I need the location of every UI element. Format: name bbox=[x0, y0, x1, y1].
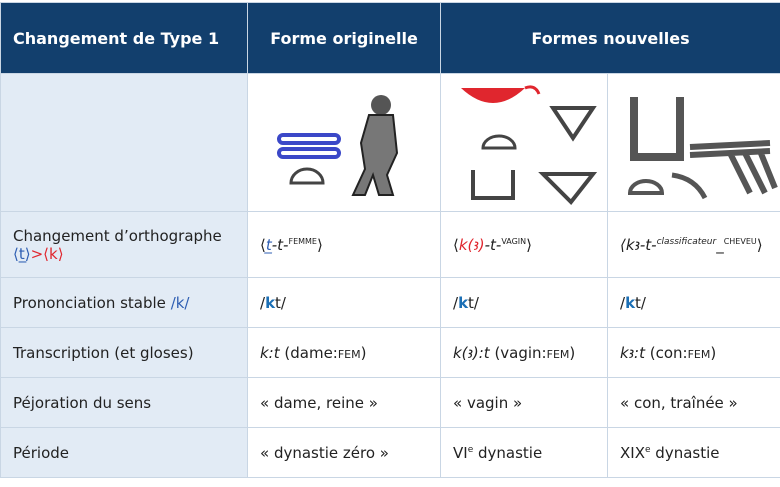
image-row bbox=[0, 73, 780, 212]
text: kꜣ:t bbox=[620, 343, 645, 362]
glyph-cell bbox=[247, 73, 441, 212]
text: dynastie bbox=[473, 443, 543, 462]
text: classificateur bbox=[656, 236, 717, 247]
text: ⟨ bbox=[260, 235, 266, 254]
text: ) bbox=[360, 343, 367, 362]
text: (dame: bbox=[279, 343, 338, 362]
cell: kꜣ:t (con:fem) bbox=[607, 327, 780, 378]
row-label: Changement d’orthographe ⟨t̲⟩>⟨k⟩ bbox=[0, 211, 248, 278]
text: k bbox=[625, 293, 636, 312]
hieroglyph bbox=[627, 96, 778, 199]
cell: k:t (dame:fem) bbox=[247, 327, 441, 378]
cell: /kt/ bbox=[247, 277, 441, 328]
cell: ⟨t̲-t-femme⟩ bbox=[247, 211, 441, 278]
cell: « dynastie zéro » bbox=[247, 427, 441, 478]
row: Changement d’orthographe ⟨t̲⟩>⟨k⟩ ⟨t̲-t-f… bbox=[0, 211, 780, 278]
text: -t- bbox=[484, 235, 502, 254]
text: VI bbox=[453, 443, 468, 462]
text: e bbox=[467, 444, 474, 455]
text: k:t bbox=[260, 343, 280, 362]
text: _ bbox=[716, 235, 724, 254]
text: dynastie bbox=[650, 443, 720, 462]
text: XIX bbox=[620, 443, 645, 462]
text: e bbox=[644, 444, 651, 455]
row: Transcription (et gloses) k:t (dame:fem)… bbox=[0, 327, 780, 378]
text: ) bbox=[569, 343, 576, 362]
cell: « con, traînée » bbox=[607, 377, 780, 428]
text: t/ bbox=[468, 293, 479, 312]
label-text: ⟨t̲⟩ bbox=[13, 244, 31, 263]
empty-cell bbox=[0, 73, 248, 212]
text: ⟩ bbox=[526, 235, 533, 254]
text: / bbox=[453, 293, 459, 312]
label-text: Prononciation stable bbox=[13, 293, 166, 312]
glyph-cell bbox=[440, 73, 608, 212]
text: k bbox=[265, 293, 276, 312]
row: Période « dynastie zéro » VIe dynastie X… bbox=[0, 427, 780, 478]
cell: ⟨k(ꜣ)-t-vagin⟩ bbox=[440, 211, 608, 278]
label-text: /k/ bbox=[170, 293, 190, 312]
header-cell: Formes nouvelles bbox=[440, 2, 780, 74]
text: ) bbox=[710, 343, 717, 362]
header-row: Changement de Type 1 Forme originelle Fo… bbox=[0, 2, 780, 74]
cell: XIXe dynastie bbox=[607, 427, 780, 478]
row: Péjoration du sens « dame, reine » « vag… bbox=[0, 377, 780, 428]
cell: k(ꜣ):t (vagin:fem) bbox=[440, 327, 608, 378]
table: Changement de Type 1 Forme originelle Fo… bbox=[0, 2, 780, 478]
text: ⟨ bbox=[453, 235, 459, 254]
header-cell: Forme originelle bbox=[247, 2, 441, 74]
text: / bbox=[620, 293, 626, 312]
row: Prononciation stable /k/ /kt/ /kt/ /kt/ bbox=[0, 277, 780, 328]
text: -t- bbox=[271, 235, 289, 254]
cell: VIe dynastie bbox=[440, 427, 608, 478]
cell: « vagin » bbox=[440, 377, 608, 428]
text: vagin bbox=[501, 236, 527, 246]
text: t̲ bbox=[265, 235, 272, 254]
text: k(ꜣ) bbox=[458, 235, 485, 254]
text: femme bbox=[288, 236, 317, 246]
text: fem bbox=[687, 343, 711, 362]
row-label: Prononciation stable /k/ bbox=[0, 277, 248, 328]
text: t/ bbox=[275, 293, 286, 312]
text: fem bbox=[546, 343, 570, 362]
label-text: >⟨k⟩ bbox=[30, 244, 64, 263]
text: (vagin: bbox=[489, 343, 547, 362]
label-text: Changement d’orthographe bbox=[13, 226, 222, 245]
glyph-cell bbox=[607, 73, 780, 212]
text: / bbox=[260, 293, 266, 312]
hieroglyph bbox=[461, 84, 598, 205]
text: k bbox=[458, 293, 469, 312]
text: fem bbox=[337, 343, 361, 362]
row-label: Péjoration du sens bbox=[0, 377, 248, 428]
row-label: Transcription (et gloses) bbox=[0, 327, 248, 378]
text: ⟨kꜣ-t- bbox=[620, 235, 657, 254]
header-cell: Changement de Type 1 bbox=[0, 2, 248, 74]
cell: ⟨kꜣ-t-classificateur_cheveu⟩ bbox=[607, 211, 780, 278]
text: ⟩ bbox=[756, 235, 763, 254]
text: cheveu bbox=[723, 236, 757, 246]
hieroglyph bbox=[277, 94, 399, 196]
text: t/ bbox=[635, 293, 646, 312]
text: k(ꜣ):t bbox=[453, 343, 490, 362]
cell: /kt/ bbox=[440, 277, 608, 328]
cell: « dame, reine » bbox=[247, 377, 441, 428]
cell: /kt/ bbox=[607, 277, 780, 328]
text: (con: bbox=[644, 343, 688, 362]
row-label: Période bbox=[0, 427, 248, 478]
text: ⟩ bbox=[316, 235, 323, 254]
